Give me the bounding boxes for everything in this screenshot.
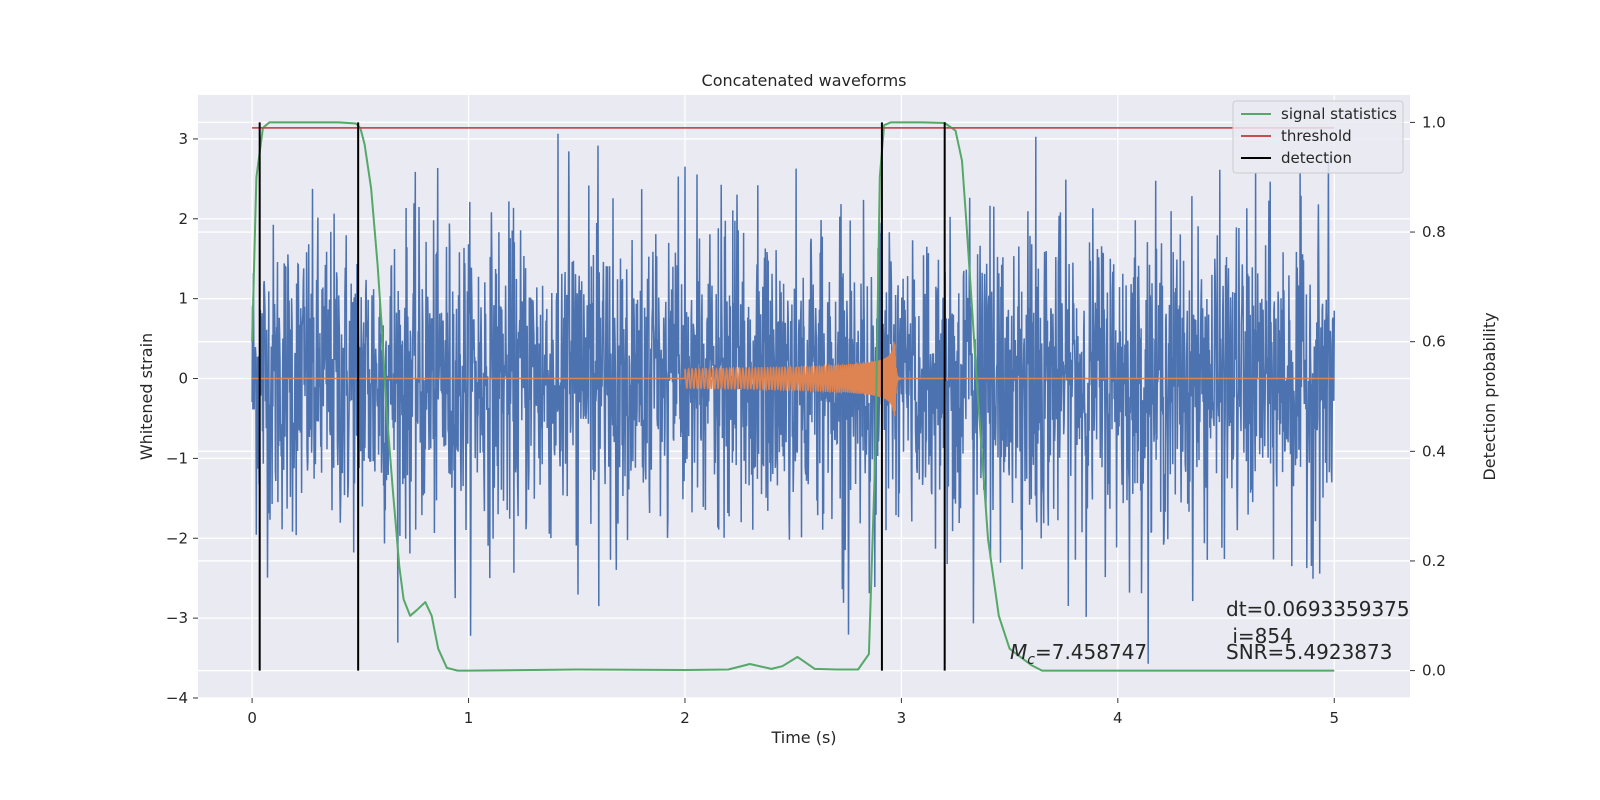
annotation-chirp-mass-value: =7.458747 <box>1035 640 1147 664</box>
y-right-tick-label: 0.2 <box>1422 552 1446 570</box>
annotation-chirp-mass-subscript: c <box>1027 652 1035 668</box>
y-right-tick-label: 0.6 <box>1422 333 1446 351</box>
x-tick-label: 5 <box>1329 709 1339 727</box>
annotation-index: i=854 <box>1226 624 1293 648</box>
axes: 0 1 2 3 4 5 −4 −3 −2 −1 0 1 2 3 0.0 0.2 0.4 0.6 0.8 1.0 <box>166 113 1446 727</box>
y-left-tick-label: −2 <box>166 529 188 547</box>
y-right-tick-label: 0.0 <box>1422 662 1446 680</box>
x-tick-label: 3 <box>897 709 907 727</box>
annotation-dt: dt=0.0693359375 <box>1226 597 1410 621</box>
whitened-strain-noise-line <box>251 133 1336 664</box>
legend: signal statistics threshold detection <box>1232 100 1404 174</box>
x-axis-label: Time (s) <box>770 728 836 747</box>
y-axis-right-label: Detection probability <box>1480 312 1499 480</box>
legend-label-signal-statistics: signal statistics <box>1281 105 1397 123</box>
x-tick-label: 1 <box>464 709 474 727</box>
y-right-tick-label: 0.4 <box>1422 442 1446 460</box>
legend-label-detection: detection <box>1281 149 1352 167</box>
y-left-tick-label: −3 <box>166 609 188 627</box>
annotation-snr: SNR=5.4923873 <box>1226 640 1392 664</box>
chirp-template-line <box>252 341 1335 417</box>
annotation-chirp-mass: Mc=7.458747 <box>1010 640 1147 668</box>
legend-label-threshold: threshold <box>1281 127 1352 145</box>
x-tick-label: 2 <box>680 709 690 727</box>
signal-statistics-line <box>251 121 1335 672</box>
y-left-tick-label: 3 <box>178 130 188 148</box>
y-axis-left-label: Whitened strain <box>137 333 156 460</box>
chart-title: Concatenated waveforms <box>702 71 907 90</box>
y-left-tick-label: −4 <box>166 689 188 707</box>
y-left-tick-label: 2 <box>178 210 188 228</box>
x-tick-label: 4 <box>1113 709 1123 727</box>
y-left-tick-label: 0 <box>178 370 188 388</box>
x-tick-label: 0 <box>247 709 257 727</box>
legend-box <box>1232 100 1404 174</box>
y-left-tick-label: −1 <box>166 449 188 467</box>
y-left-tick-label: 1 <box>178 290 188 308</box>
y-right-tick-label: 0.8 <box>1422 223 1446 241</box>
data-series <box>251 121 1336 672</box>
y-right-tick-label: 1.0 <box>1422 113 1446 131</box>
annotation-chirp-mass-symbol: M <box>1010 640 1027 664</box>
